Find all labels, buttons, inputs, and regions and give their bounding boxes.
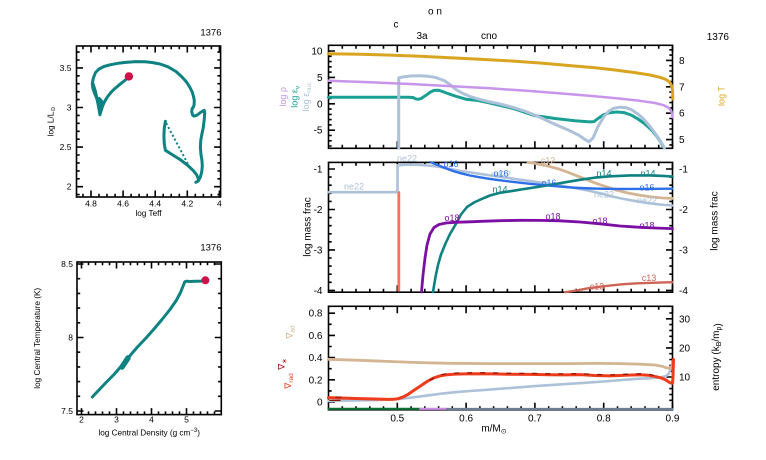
svg-text:log εnuc: log εnuc [301,82,313,112]
svg-text:log T: log T [717,86,727,106]
svg-text:o16: o16 [639,182,654,192]
svg-text:8: 8 [68,333,73,343]
svg-text:-2: -2 [679,205,688,216]
svg-text:entropy (kB/mp): entropy (kB/mp) [711,323,724,391]
svg-text:7.5: 7.5 [61,406,73,416]
svg-text:4: 4 [149,415,154,425]
svg-text:2: 2 [67,182,72,192]
svg-text:3a: 3a [416,31,428,42]
svg-text:3.5: 3.5 [60,63,72,73]
svg-text:8: 8 [679,56,685,67]
svg-text:c: c [394,20,399,31]
svg-text:30: 30 [679,314,691,325]
svg-text:3: 3 [114,415,119,425]
svg-text:0.8: 0.8 [597,414,611,425]
svg-text:-1: -1 [679,165,688,176]
svg-text:o16: o16 [443,159,458,169]
svg-text:4.2: 4.2 [181,199,193,209]
svg-text:n14: n14 [492,185,507,195]
svg-text:log εν: log εν [290,86,302,108]
svg-text:20: 20 [679,343,691,354]
svg-text:c12: c12 [541,156,556,166]
svg-text:o18: o18 [639,220,654,230]
svg-text:7: 7 [679,82,685,93]
svg-text:ne22: ne22 [594,190,614,200]
svg-text:6: 6 [679,109,685,120]
svg-text:o18: o18 [444,213,459,223]
svg-text:3: 3 [67,103,72,113]
svg-text:0.5: 0.5 [390,414,404,425]
svg-text:-1: -1 [314,165,323,176]
svg-text:log Central Density (g cm−3): log Central Density (g cm−3) [98,428,200,438]
svg-text:o n: o n [428,7,442,18]
svg-text:4.8: 4.8 [85,199,97,209]
svg-text:n14: n14 [640,169,655,179]
svg-text:-5: -5 [314,126,323,137]
svg-text:-3: -3 [314,245,323,256]
svg-text:2.5: 2.5 [60,142,72,152]
svg-text:4.6: 4.6 [117,199,129,209]
svg-text:m/M⊙: m/M⊙ [481,424,506,436]
svg-text:ne22: ne22 [491,170,511,180]
svg-text:5: 5 [184,415,189,425]
svg-text:log mass frac: log mass frac [303,197,314,256]
svg-text:o16: o16 [541,178,556,188]
svg-text:ne22: ne22 [344,182,364,192]
svg-text:0.7: 0.7 [528,414,542,425]
svg-text:log mass frac: log mass frac [710,191,721,250]
svg-text:8.5: 8.5 [61,259,73,269]
svg-text:log Central Temperature (K): log Central Temperature (K) [33,288,42,389]
svg-text:log ρ: log ρ [278,87,288,107]
svg-text:1376: 1376 [200,28,221,39]
svg-text:1376: 1376 [707,32,730,43]
svg-text:2: 2 [79,415,84,425]
svg-text:o18: o18 [592,216,607,226]
svg-text:ne22: ne22 [397,154,417,164]
svg-text:o18: o18 [545,212,560,222]
svg-text:0.6: 0.6 [309,331,323,342]
svg-text:ne22: ne22 [637,195,657,205]
svg-text:4.4: 4.4 [149,199,161,209]
svg-text:1376: 1376 [200,243,221,254]
svg-text:n14: n14 [596,169,611,179]
svg-text:-4: -4 [314,286,323,297]
svg-text:4: 4 [217,199,222,209]
svg-text:0.8: 0.8 [309,309,323,320]
svg-text:-2: -2 [314,205,323,216]
svg-text:0.9: 0.9 [666,414,680,425]
svg-text:0.4: 0.4 [309,353,323,364]
svg-text:0: 0 [317,99,323,110]
svg-text:0.2: 0.2 [309,375,323,386]
svg-text:-3: -3 [679,245,688,256]
svg-text:log L/L⊙: log L/L⊙ [47,107,58,137]
svg-text:5: 5 [679,135,685,146]
svg-text:cno: cno [481,31,498,42]
svg-text:0.6: 0.6 [459,414,473,425]
svg-text:0: 0 [317,398,323,409]
svg-text:log Teff: log Teff [135,209,162,218]
svg-text:-4: -4 [679,286,688,297]
svg-text:5: 5 [317,73,323,84]
svg-text:c13: c13 [642,273,657,283]
svg-text:c13: c13 [590,282,605,292]
svg-text:10: 10 [311,47,323,58]
svg-text:10: 10 [679,373,691,384]
svg-text:o16: o16 [493,169,508,179]
